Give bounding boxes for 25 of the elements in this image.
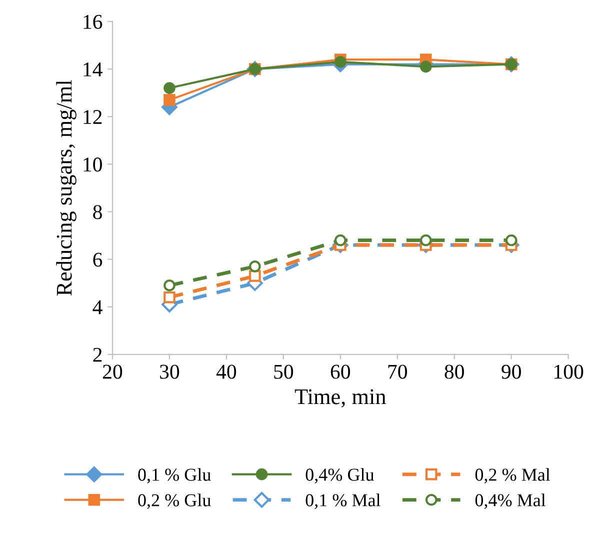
y-tick-label: 8 <box>93 205 102 220</box>
x-tick-label: 60 <box>330 364 350 379</box>
y-tick-label: 10 <box>84 158 102 172</box>
y-tick-label: 12 <box>84 110 102 124</box>
x-tick-label: 90 <box>502 364 521 379</box>
y-tick-label: 6 <box>93 252 102 267</box>
x-tick-label: 30 <box>160 364 180 379</box>
y-tick-label: 14 <box>84 62 102 76</box>
y-axis-title: Reducing sugars, mg/ml <box>56 80 76 296</box>
x-tick-label: 40 <box>216 364 236 379</box>
legend-label: 0,2 % Glu <box>138 494 211 509</box>
x-axis-title: Time, min <box>294 389 386 408</box>
x-tick-label: 70 <box>388 364 407 379</box>
legend-label: 0,1 % Glu <box>138 468 211 484</box>
y-tick-label: 16 <box>84 14 102 29</box>
legend-label: 0,4% Glu <box>306 468 374 484</box>
x-tick-label: 50 <box>274 364 294 379</box>
y-tick-label: 2 <box>93 348 102 362</box>
x-tick-label: 80 <box>444 364 464 379</box>
legend-label: 0,2 % Mal <box>475 468 550 484</box>
x-tick-label: 100 <box>554 364 584 379</box>
x-tick-label: 20 <box>102 364 122 379</box>
legend-label: 0,1 % Mal <box>306 494 380 509</box>
y-tick-label: 4 <box>92 300 102 314</box>
legend-label: 0,4% Mal <box>475 494 546 509</box>
